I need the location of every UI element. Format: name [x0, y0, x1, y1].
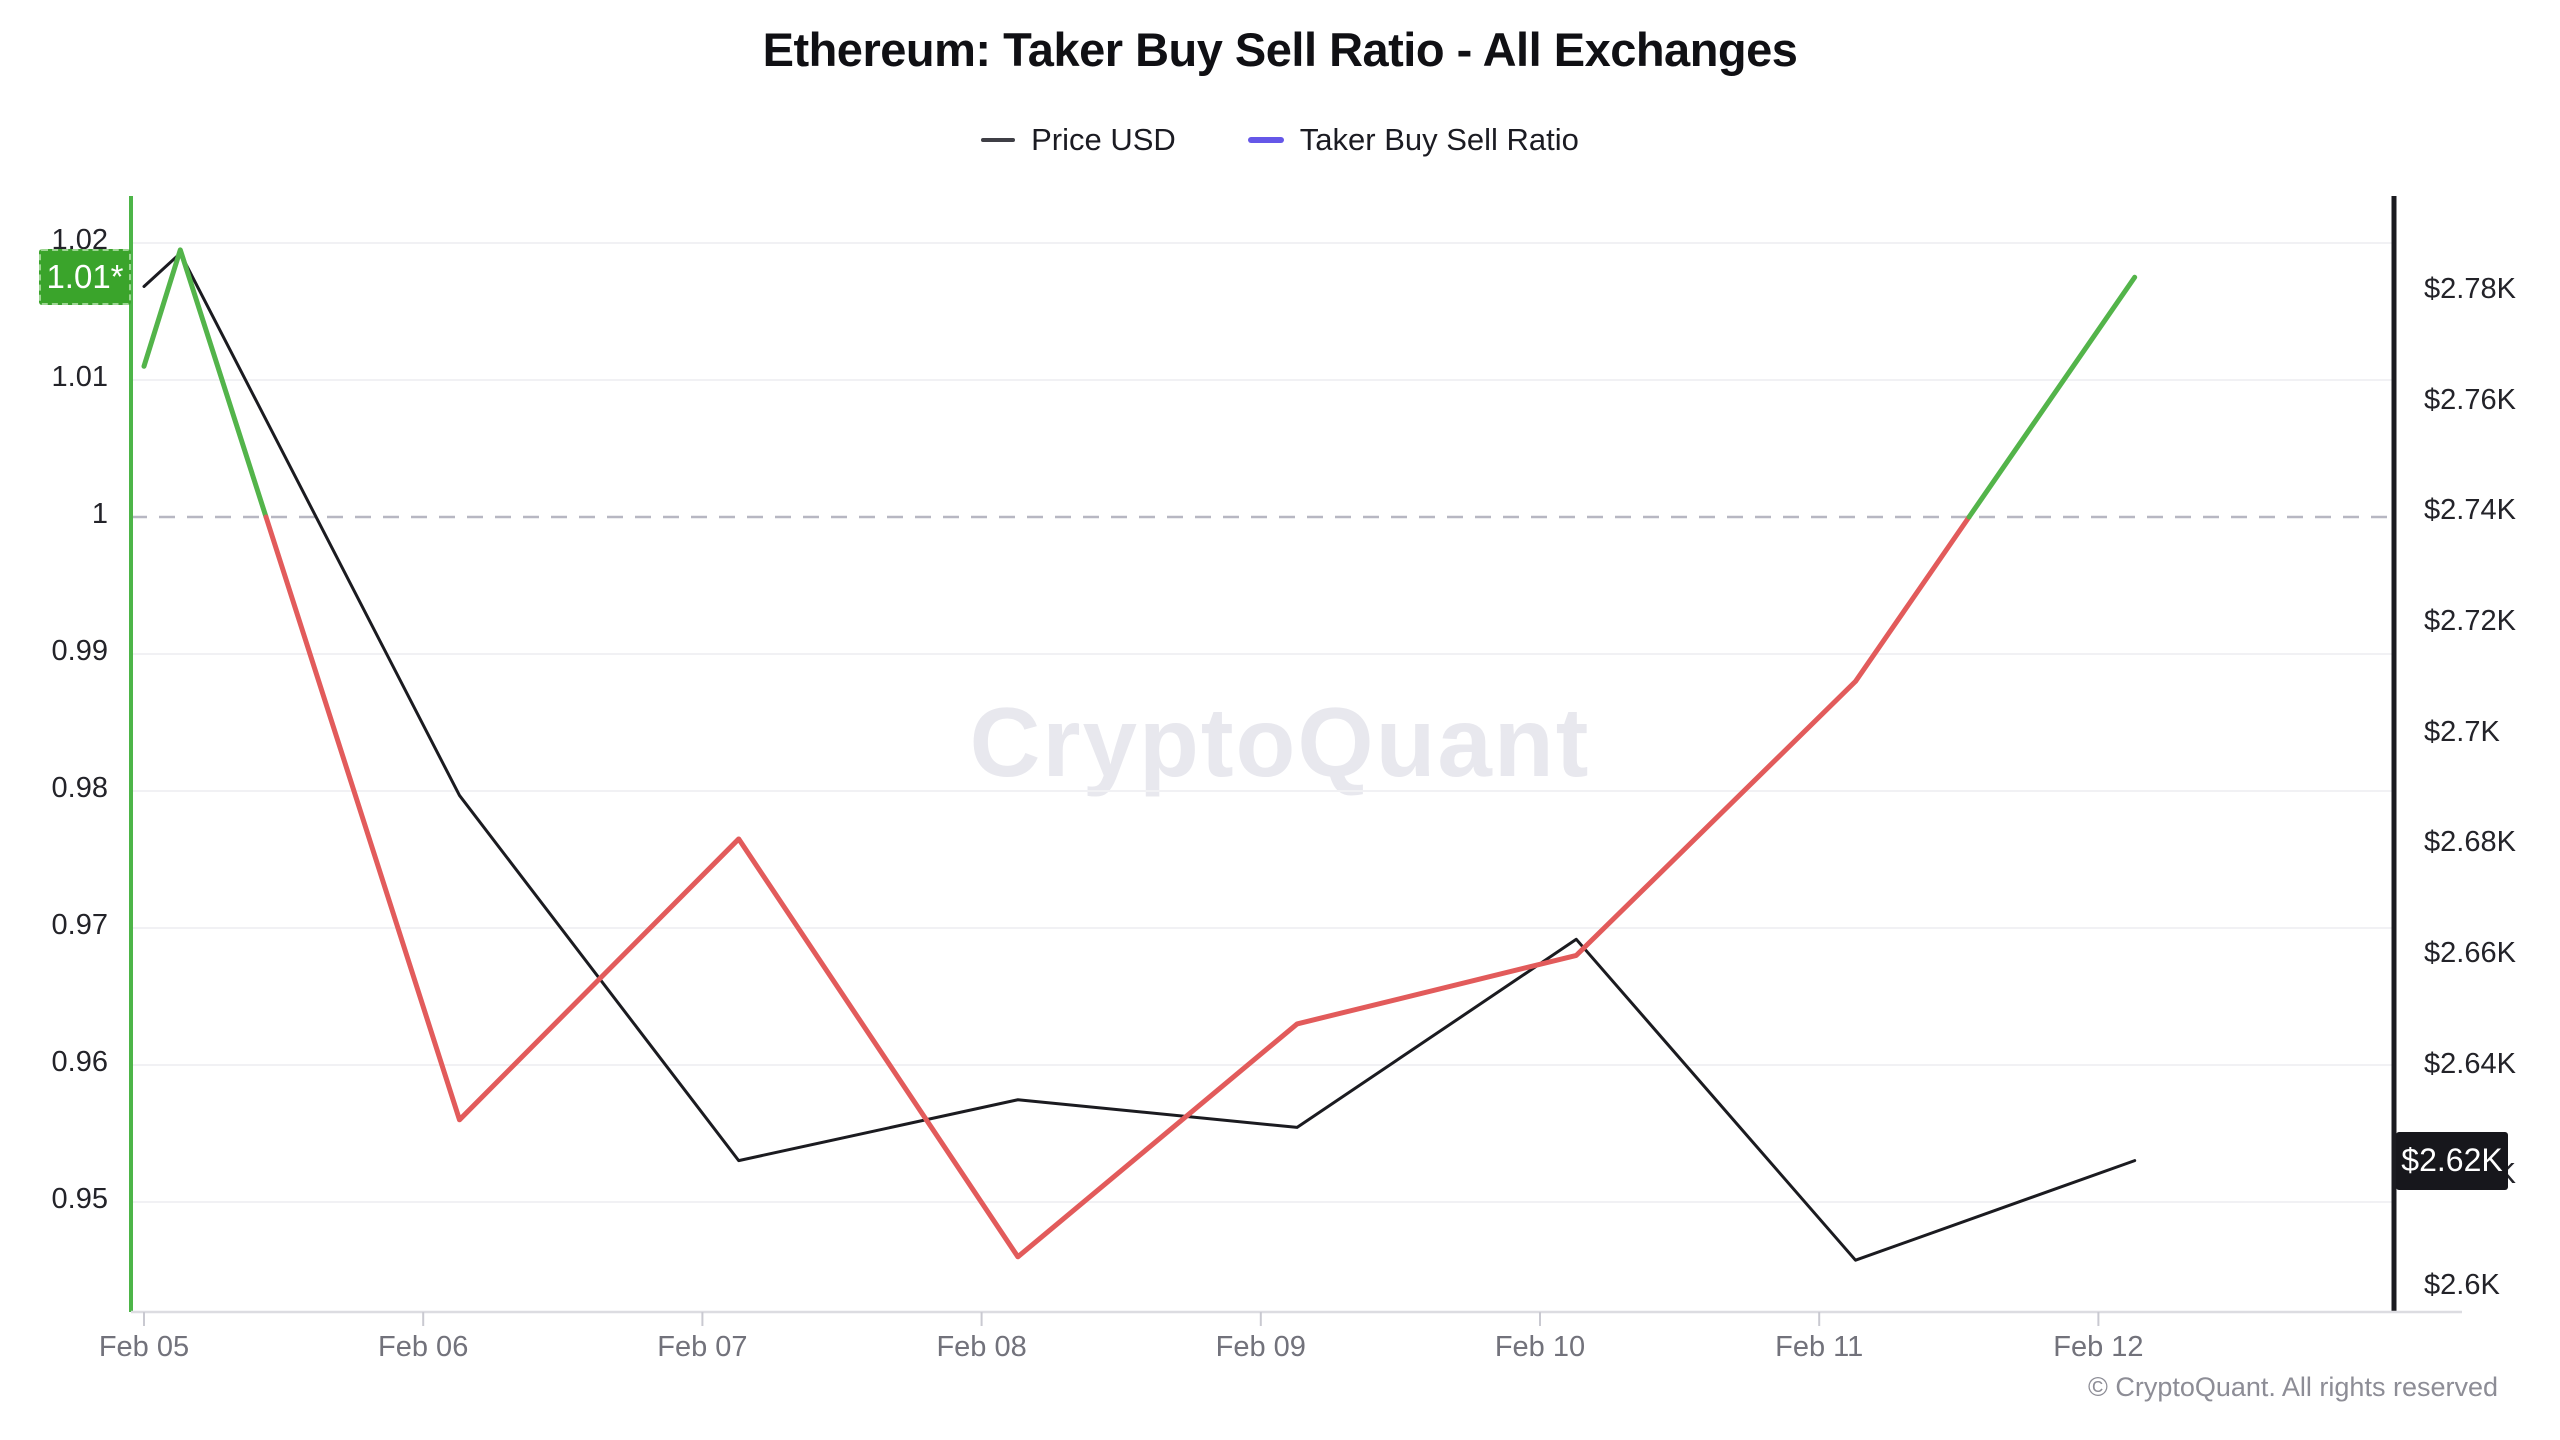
- cryptoquant-watermark: CryptoQuant: [969, 687, 1591, 797]
- legend-item-price-usd[interactable]: Price USD: [981, 122, 1176, 158]
- last-ratio-value-badge: 1.01*: [39, 249, 131, 306]
- legend-item-taker-buy-sell-ratio[interactable]: Taker Buy Sell Ratio: [1247, 122, 1579, 158]
- taker-ratio-line-below-1: [263, 514, 1972, 1260]
- chart-legend: Price USD Taker Buy Sell Ratio: [0, 122, 2560, 158]
- legend-label-price-usd: Price USD: [1031, 122, 1176, 157]
- price-line-swatch-icon: [981, 138, 1016, 142]
- taker-ratio-line-above-1: [1966, 274, 2138, 520]
- copyright-notice: © CryptoQuant. All rights reserved: [2087, 1372, 2498, 1402]
- page-title: Ethereum: Taker Buy Sell Ratio - All Exc…: [762, 23, 1798, 76]
- ratio-line-swatch-icon: [1247, 137, 1284, 143]
- last-price-value-badge: $2.62K: [2396, 1131, 2508, 1190]
- legend-label-taker-buy-sell-ratio: Taker Buy Sell Ratio: [1299, 122, 1579, 157]
- taker-ratio-line-above-1: [141, 247, 269, 520]
- price-usd-line: [142, 251, 2137, 1262]
